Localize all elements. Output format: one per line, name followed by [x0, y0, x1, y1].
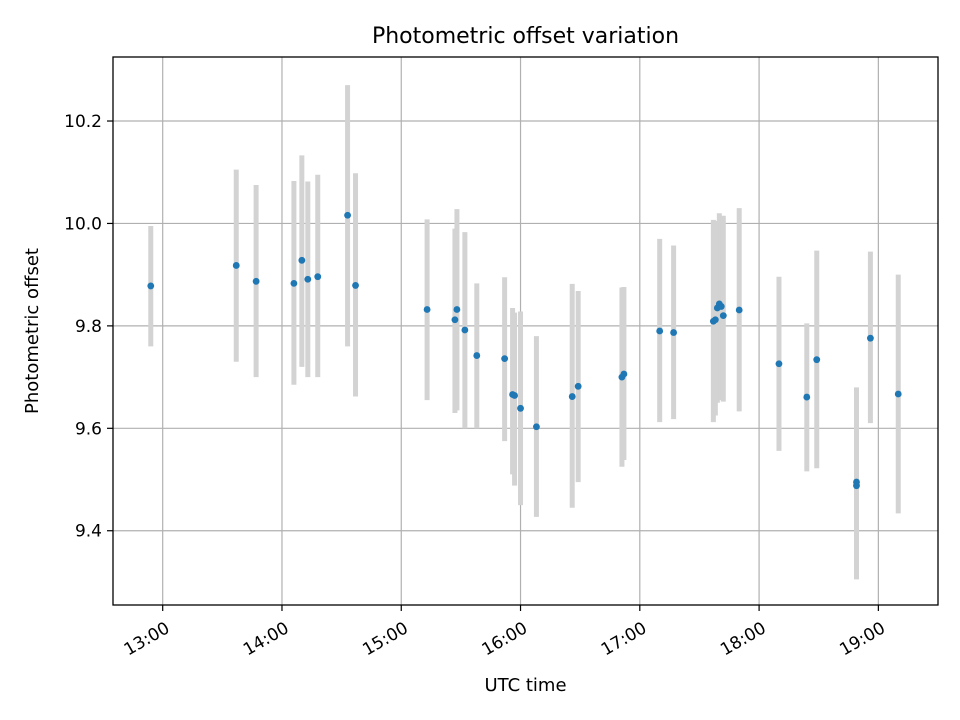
data-point [511, 392, 518, 399]
data-point [574, 382, 582, 390]
chart-title: Photometric offset variation [372, 24, 679, 49]
grid-lines [113, 57, 938, 605]
x-tick-label: 13:00 [121, 618, 173, 660]
data-point [656, 327, 664, 335]
data-point [719, 312, 727, 320]
y-tick-label: 10.0 [64, 214, 102, 234]
data-point [252, 277, 260, 285]
x-tick-label: 16:00 [479, 618, 531, 660]
x-tick-label: 18:00 [717, 618, 769, 660]
data-point [232, 262, 240, 269]
data-point [717, 303, 725, 310]
data-point [517, 404, 524, 412]
data-point [461, 326, 469, 334]
data-point [867, 334, 874, 342]
plot-frame [112, 56, 939, 606]
error-bars [148, 85, 901, 580]
data-point [304, 275, 312, 283]
data-point [423, 306, 431, 313]
data-point [735, 306, 743, 314]
data-point [290, 279, 298, 287]
data-point [568, 393, 576, 400]
x-tick-label: 19:00 [836, 618, 888, 660]
y-tick-label: 9.8 [75, 317, 102, 337]
data-point [501, 355, 509, 363]
data-point [813, 356, 821, 364]
data-point [803, 393, 811, 401]
x-tick-label: 17:00 [598, 618, 650, 660]
x-tick-label: 14:00 [240, 618, 292, 660]
data-point [894, 390, 902, 398]
y-axis-label: Photometric offset [22, 248, 43, 414]
data-point [147, 282, 155, 290]
data-point [533, 423, 540, 431]
data-point [314, 273, 322, 281]
x-tick-label: 15:00 [359, 618, 411, 660]
y-tick-label: 9.6 [75, 419, 102, 439]
data-point [352, 282, 359, 289]
data-point [451, 316, 459, 324]
data-point [853, 478, 860, 486]
data-point [453, 306, 461, 313]
data-points [147, 211, 902, 490]
data-point [711, 316, 719, 324]
data-point [670, 329, 678, 336]
data-point [298, 256, 306, 264]
data-point [344, 211, 351, 219]
y-tick-label: 9.4 [75, 522, 102, 542]
data-point [775, 360, 783, 368]
x-axis-label: UTC time [484, 675, 566, 696]
data-point [473, 352, 481, 359]
data-point [620, 370, 628, 378]
y-tick-label: 10.2 [64, 112, 102, 132]
